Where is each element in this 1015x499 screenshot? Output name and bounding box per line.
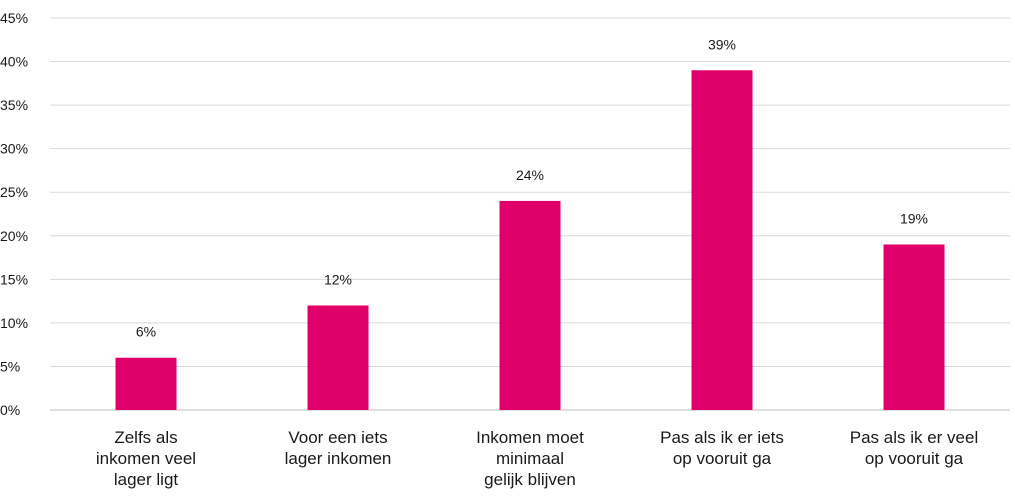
- y-tick-label: 15%: [0, 271, 28, 287]
- category-label-line: minimaal: [496, 449, 564, 468]
- category-label: Inkomen moet minimaal gelijk blijven: [476, 428, 584, 489]
- x-axis-categories: Zelfs als inkomen veel lager ligt Voor een …: [96, 428, 978, 489]
- category-label-line: op vooruit ga: [673, 449, 772, 468]
- category-label: Zelfs als inkomen veel lager ligt: [96, 428, 196, 489]
- category-label: Pas als ik er veel op vooruit ga: [850, 428, 979, 468]
- y-tick-label: 30%: [0, 141, 28, 157]
- y-tick-label: 10%: [0, 315, 28, 331]
- data-label: 39%: [708, 36, 736, 52]
- bars: [115, 70, 945, 411]
- data-label: 24%: [516, 167, 544, 183]
- category-label-line: lager ligt: [114, 470, 179, 489]
- data-labels: 6% 12% 24% 39% 19%: [136, 36, 928, 339]
- category-label: Voor een iets lager inkomen: [285, 428, 392, 468]
- category-label-line: lager inkomen: [285, 449, 392, 468]
- data-label: 6%: [136, 324, 156, 340]
- data-label: 12%: [324, 271, 352, 287]
- y-tick-label: 5%: [0, 358, 20, 374]
- category-label-line: Zelfs als: [114, 428, 177, 447]
- category-label-line: Inkomen moet: [476, 428, 584, 447]
- bar: [115, 357, 177, 410]
- category-label-line: Pas als ik er iets: [660, 428, 784, 447]
- category-label-line: op vooruit ga: [865, 449, 964, 468]
- category-label-line: gelijk blijven: [484, 470, 576, 489]
- data-label: 19%: [900, 210, 928, 226]
- bar: [883, 244, 945, 410]
- category-label-line: Voor een iets: [288, 428, 387, 447]
- y-tick-label: 35%: [0, 97, 28, 113]
- category-label-line: Pas als ik er veel: [850, 428, 979, 447]
- y-tick-label: 40%: [0, 54, 28, 70]
- category-label: Pas als ik er iets op vooruit ga: [660, 428, 784, 468]
- category-label-line: inkomen veel: [96, 449, 196, 468]
- y-axis-ticks: 0% 5% 10% 15% 20% 25% 30% 35% 40% 45%: [0, 10, 28, 418]
- bar: [691, 70, 753, 411]
- y-tick-label: 0%: [0, 402, 20, 418]
- bar: [499, 200, 561, 410]
- y-tick-label: 25%: [0, 184, 28, 200]
- bar: [307, 305, 369, 410]
- y-tick-label: 45%: [0, 10, 28, 26]
- y-tick-label: 20%: [0, 228, 28, 244]
